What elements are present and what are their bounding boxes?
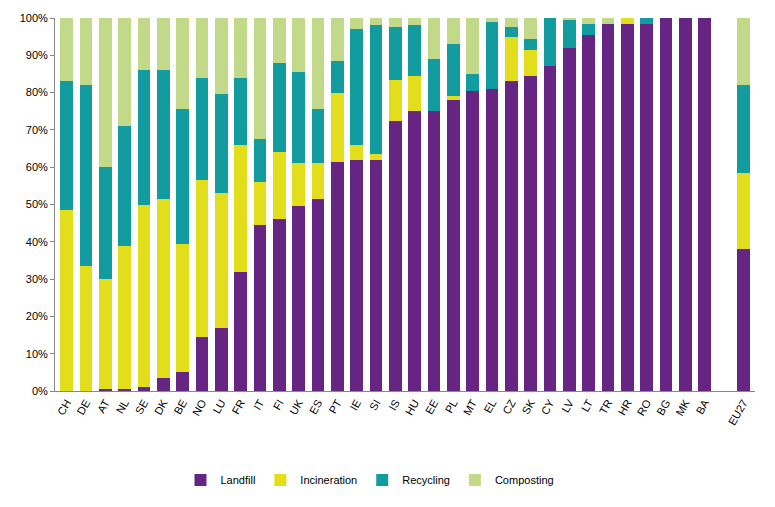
svg-text:10%: 10% [26,348,48,360]
svg-text:Landfill: Landfill [221,474,256,486]
svg-text:MT: MT [461,397,479,417]
svg-text:PL: PL [443,397,460,415]
svg-text:Recycling: Recycling [402,474,450,486]
svg-text:SE: SE [133,397,151,416]
svg-text:IE: IE [348,397,364,412]
svg-text:IT: IT [251,397,266,412]
svg-text:0%: 0% [32,385,48,397]
svg-text:Composting: Composting [495,474,554,486]
svg-text:Incineration: Incineration [300,474,357,486]
svg-text:LU: LU [210,397,227,415]
svg-text:TR: TR [597,397,615,416]
svg-text:AT: AT [95,397,112,415]
svg-text:RO: RO [635,397,654,418]
svg-text:40%: 40% [26,236,48,248]
svg-text:ES: ES [307,397,325,416]
svg-text:EE: EE [423,397,441,416]
svg-text:FR: FR [229,397,247,416]
svg-text:SI: SI [367,397,383,412]
svg-text:MK: MK [673,397,692,418]
svg-text:LV: LV [559,397,576,415]
svg-text:UK: UK [287,397,305,417]
svg-text:HR: HR [616,397,634,417]
svg-text:100%: 100% [20,12,48,24]
svg-text:30%: 30% [26,273,48,285]
svg-text:80%: 80% [26,86,48,98]
svg-text:70%: 70% [26,124,48,136]
svg-text:CZ: CZ [500,397,518,416]
svg-text:NO: NO [190,397,209,418]
svg-text:CY: CY [538,397,556,417]
svg-text:CH: CH [55,397,73,417]
svg-text:PT: PT [326,397,344,415]
svg-text:DE: DE [74,397,92,416]
svg-text:EU27: EU27 [726,397,750,427]
svg-text:EL: EL [481,397,498,415]
svg-text:NL: NL [114,397,131,415]
svg-text:50%: 50% [26,198,48,210]
svg-text:SK: SK [519,397,537,416]
svg-text:IS: IS [386,397,402,412]
svg-text:FI: FI [271,397,286,411]
svg-text:BE: BE [171,397,189,416]
svg-text:BG: BG [654,397,672,417]
svg-text:BA: BA [693,397,711,416]
svg-text:20%: 20% [26,310,48,322]
svg-text:60%: 60% [26,161,48,173]
svg-text:HU: HU [403,397,421,417]
svg-text:LT: LT [579,397,596,414]
svg-text:DK: DK [152,397,170,417]
svg-text:90%: 90% [26,49,48,61]
